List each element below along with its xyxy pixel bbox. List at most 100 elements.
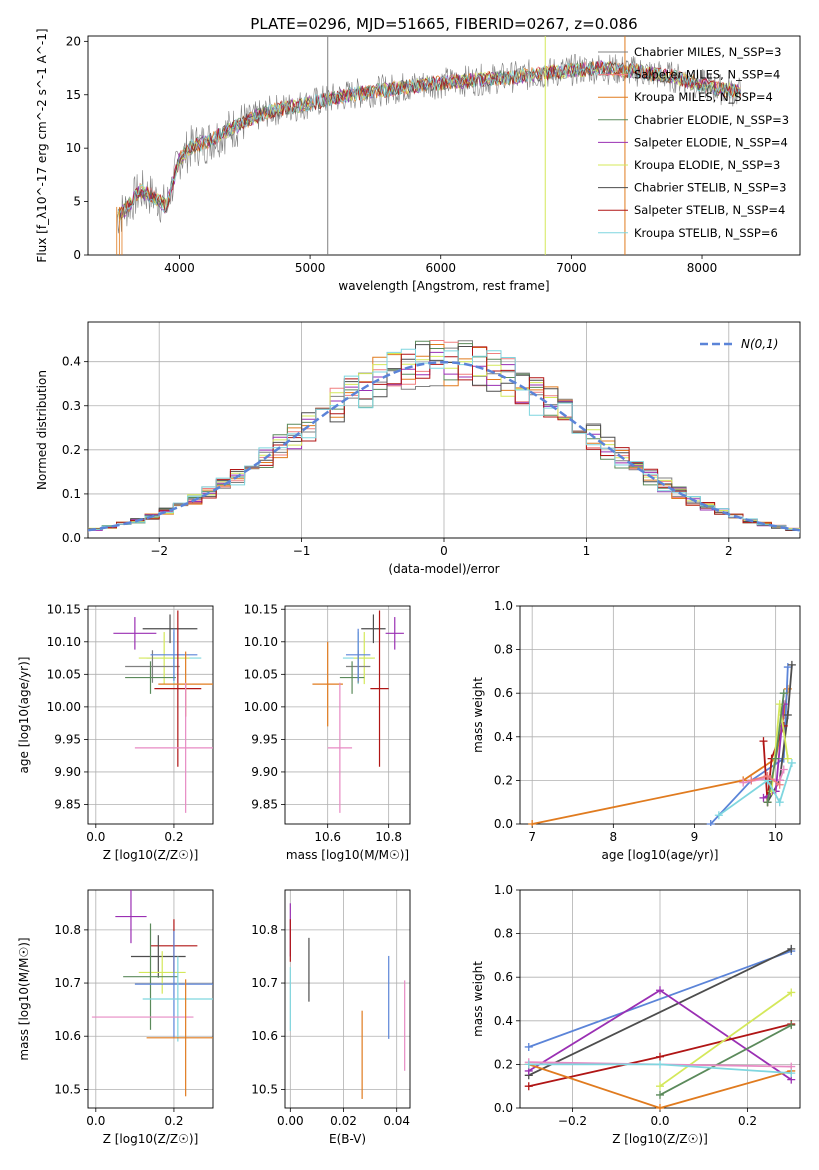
x-tick-label: 0.2 — [738, 1114, 757, 1128]
y-tick-label: 1.0 — [494, 883, 513, 897]
weight-marker — [706, 820, 715, 826]
errorbar-point — [370, 610, 389, 767]
y-tick-label: 0.0 — [62, 531, 81, 545]
weight-marker — [656, 1090, 664, 1099]
y-tick-label: 9.90 — [54, 765, 81, 779]
weight-marker — [787, 660, 796, 669]
errorbar-point — [142, 956, 213, 1042]
y-tick-label: 0.3 — [62, 399, 81, 413]
x-tick-label: 7 — [528, 830, 536, 844]
y-tick-label: 5 — [73, 195, 81, 209]
x-tick-label: −2 — [150, 544, 168, 558]
x-axis-label: age [log10(age/yr)] — [602, 848, 719, 862]
x-tick-label: 10.8 — [375, 830, 402, 844]
weight-marker — [763, 798, 772, 807]
weight-lines — [528, 660, 796, 826]
x-axis-label: wavelength [Angstrom, rest frame] — [338, 279, 549, 293]
x-tick-label: 0.02 — [330, 1114, 357, 1128]
y-tick-label: 1.0 — [494, 599, 513, 613]
weight-marker — [787, 758, 796, 767]
weight-marker — [783, 663, 792, 672]
x-axis-label: Z [log10(Z/Z☉)] — [612, 1132, 708, 1146]
legend-entry: Kroupa STELIB, N_SSP=6 — [634, 226, 778, 240]
errorbar-point — [113, 617, 157, 650]
y-tick-label: 10.5 — [54, 1082, 81, 1096]
axes-age-vs-mass: 10.6 10.8 9.85 9.90 9.95 10.00 10.05 10.10 10.15… — [244, 602, 411, 862]
x-tick-label: 8000 — [687, 261, 718, 275]
legend-entry: Kroupa MILES, N_SSP=4 — [634, 90, 773, 104]
axes-residuals: −2 −1 0 1 2 0.0 0.1 0.2 0.3 0.4 (data-model)/error… — [35, 321, 801, 576]
weight-marker — [656, 1060, 664, 1069]
y-tick-label: 9.85 — [54, 797, 81, 811]
y-tick-label: 0.1 — [62, 487, 81, 501]
errorbar-point — [385, 617, 404, 650]
axes-massweight-vs-Z: −0.2 0.0 0.2 0.0 0.2 0.4 0.6 0.8 1.0 Z [log10(Z/Z… — [471, 883, 801, 1146]
spectrum-legend: Chabrier MILES, N_SSP=3 Salpeter MILES, N… — [598, 45, 789, 240]
errorbars — [113, 610, 213, 813]
y-tick-label: 0.8 — [494, 927, 513, 941]
x-tick-label: 0.0 — [650, 1114, 669, 1128]
y-axis-label: mass weight — [471, 961, 485, 1037]
y-axis-label: Normed distribution — [35, 370, 49, 490]
weight-line — [528, 950, 792, 1048]
x-tick-label: 0 — [440, 544, 448, 558]
y-tick-label: 0.8 — [494, 643, 513, 657]
y-tick-label: 10.15 — [47, 602, 81, 616]
spectrum-lines — [116, 36, 741, 255]
x-tick-label: 0.00 — [277, 1114, 304, 1128]
histograms — [88, 340, 800, 533]
plot-frame — [284, 605, 411, 825]
y-tick-label: 0.2 — [62, 443, 81, 457]
x-tick-label: 0.2 — [164, 1114, 183, 1128]
y-tick-label: 9.95 — [251, 732, 278, 746]
weight-marker — [787, 944, 796, 953]
weight-marker — [783, 711, 792, 719]
y-tick-label: 0.4 — [494, 730, 513, 744]
y-tick-label: 0.6 — [494, 970, 513, 984]
y-axis-label: Flux [f_λ10^-17 erg cm^-2 s^-1 A^-1] — [35, 28, 49, 262]
x-tick-label: 0.0 — [86, 1114, 105, 1128]
errorbar-point — [134, 682, 213, 813]
legend-entry: Chabrier STELIB, N_SSP=3 — [634, 181, 786, 195]
weight-marker — [759, 737, 768, 746]
weight-marker — [775, 780, 784, 789]
spectrum-model-line — [117, 60, 741, 215]
y-tick-label: 20 — [66, 34, 81, 48]
x-axis-label: E(B-V) — [329, 1132, 366, 1146]
y-tick-label: 10.8 — [54, 923, 81, 937]
y-tick-label: 10.10 — [47, 635, 81, 649]
plot-frame — [87, 321, 801, 539]
weight-line — [532, 688, 789, 825]
errorbar-point — [361, 614, 386, 644]
x-tick-label: 10.6 — [314, 830, 341, 844]
weight-marker — [656, 1052, 664, 1061]
errorbar-point — [327, 682, 353, 813]
y-axis-label: mass weight — [471, 677, 485, 753]
errorbar-point — [134, 930, 213, 1038]
weight-marker — [747, 776, 756, 785]
errorbar-point — [146, 979, 213, 1097]
errorbar-point — [125, 661, 176, 694]
y-tick-label: 9.90 — [251, 765, 278, 779]
x-axis-label: mass [log10(M/M☉)] — [286, 848, 409, 862]
x-tick-label: 6000 — [425, 261, 456, 275]
legend-entry: Salpeter MILES, N_SSP=4 — [634, 68, 780, 82]
weight-marker — [763, 772, 772, 781]
weight-marker — [787, 1021, 796, 1030]
figure-title: PLATE=0296, MJD=51665, FIBERID=0267, z=0… — [250, 15, 637, 33]
normal-curve — [88, 360, 800, 532]
weight-marker — [524, 1042, 533, 1051]
y-tick-label: 0.6 — [494, 686, 513, 700]
errorbar-point — [115, 890, 147, 944]
axes-massweight-vs-age: 7 8 9 10 0.0 0.2 0.4 0.6 0.8 1.0 age [log10(age/yr… — [471, 599, 801, 862]
plot-frame — [284, 889, 411, 1109]
y-tick-label: 0.0 — [494, 1101, 513, 1115]
weight-marker — [656, 1104, 664, 1110]
y-tick-label: 10 — [66, 141, 81, 155]
errorbars — [289, 903, 406, 1099]
y-tick-label: 10.6 — [251, 1029, 278, 1043]
x-tick-label: −0.2 — [558, 1114, 587, 1128]
x-tick-label: 0.2 — [164, 830, 183, 844]
y-tick-label: 10.5 — [251, 1082, 278, 1096]
